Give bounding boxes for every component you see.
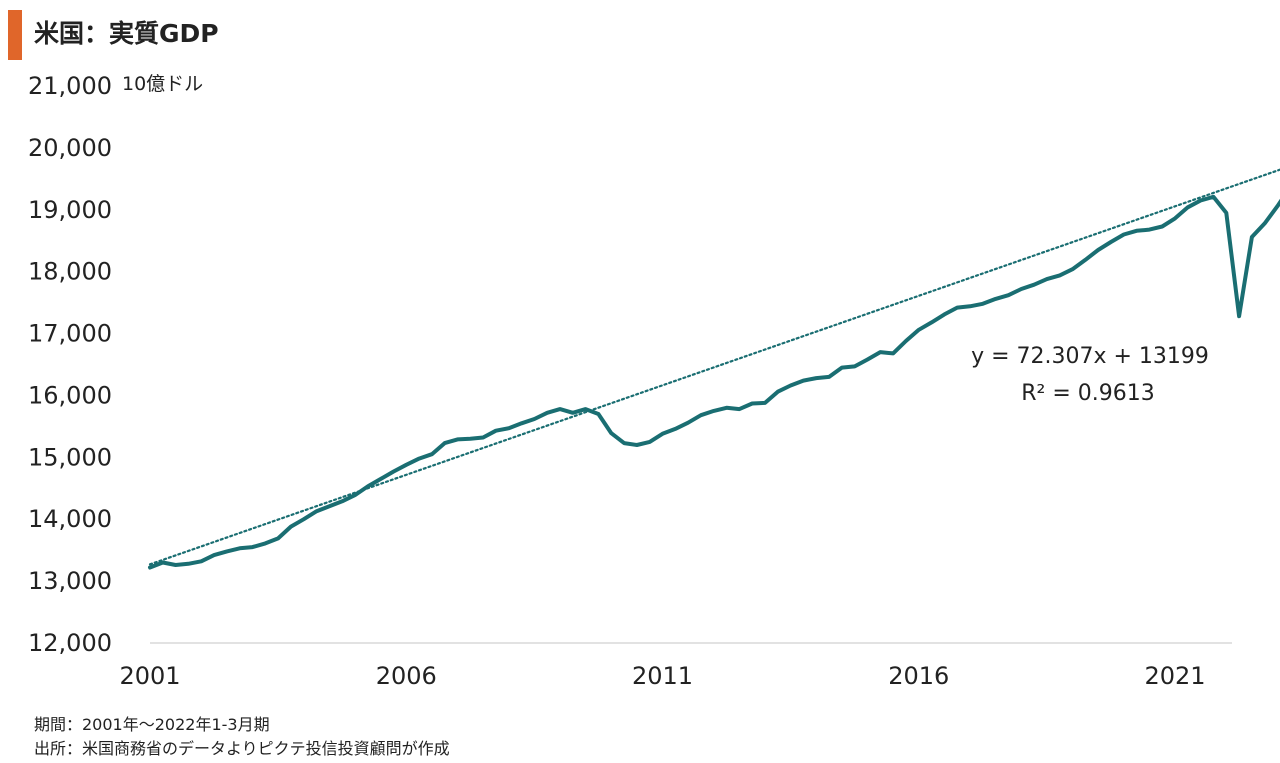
x-axis: 2001 2006 2011 2016 2021	[119, 642, 1232, 690]
trendline-r-squared: R² = 0.9613	[1021, 381, 1155, 406]
title-accent-bar	[8, 10, 22, 60]
y-tick-label: 13,000	[28, 567, 112, 595]
footer-source: 出所：米国商務省のデータよりピクテ投信投資顧問が作成	[34, 739, 450, 758]
line-chart: 12,000 13,000 14,000 15,000 16,000 17,000 18,0…	[28, 72, 1280, 690]
x-tick-label: 2001	[119, 662, 180, 690]
plot-area	[148, 168, 1280, 570]
series-line-real-gdp	[148, 194, 1280, 570]
y-axis-unit-label: 10億ドル	[122, 73, 203, 95]
x-tick-label: 2016	[888, 662, 949, 690]
y-tick-label: 19,000	[28, 196, 112, 224]
y-tick-label: 20,000	[28, 134, 112, 162]
y-tick-label: 21,000	[28, 72, 112, 100]
y-tick-label: 14,000	[28, 505, 112, 533]
chart-title: 米国：実質GDP	[34, 19, 219, 48]
footer-period: 期間：2001年～2022年1-3月期	[34, 715, 270, 734]
y-tick-label: 18,000	[28, 258, 112, 286]
y-tick-label: 12,000	[28, 629, 112, 657]
x-tick-label: 2011	[632, 662, 693, 690]
x-tick-label: 2021	[1144, 662, 1205, 690]
y-axis: 12,000 13,000 14,000 15,000 16,000 17,000 18,0…	[28, 72, 112, 657]
trendline	[148, 168, 1280, 566]
y-tick-label: 16,000	[28, 381, 112, 409]
x-tick-label: 2006	[376, 662, 437, 690]
trendline-equation: y = 72.307x + 13199	[971, 344, 1209, 369]
y-tick-label: 15,000	[28, 443, 112, 471]
y-tick-label: 17,000	[28, 320, 112, 348]
